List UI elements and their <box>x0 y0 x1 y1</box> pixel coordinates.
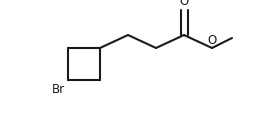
Text: O: O <box>179 0 189 8</box>
Text: O: O <box>207 34 217 47</box>
Text: Br: Br <box>52 83 65 96</box>
